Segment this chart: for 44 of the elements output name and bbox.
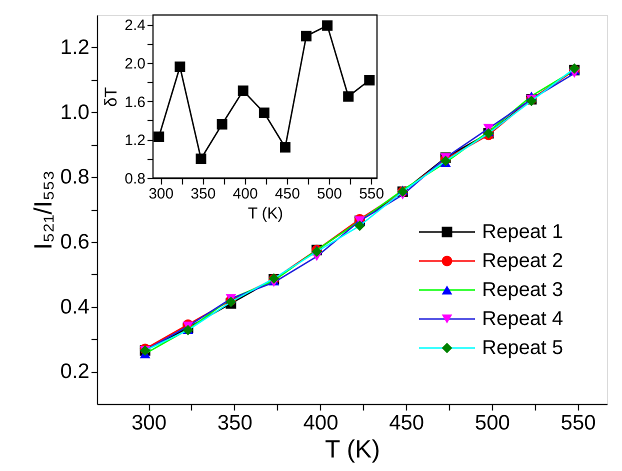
y-tick-label: 0.8 <box>124 170 146 188</box>
y-tick-label: 1.0 <box>60 100 90 124</box>
point <box>343 91 354 102</box>
x-tick-label: 450 <box>389 412 424 434</box>
y-axis-title: I₅₂₁/I₅₅₃ <box>29 170 58 250</box>
y-tick-label: 2.0 <box>124 55 146 72</box>
point <box>258 108 270 118</box>
x-tick-label: 550 <box>359 186 384 202</box>
x-tick-label: 400 <box>303 412 338 434</box>
point <box>364 74 375 86</box>
point <box>354 220 365 231</box>
x-axis-title: T (K) <box>248 206 284 222</box>
legend-label: Repeat 1 <box>482 221 564 243</box>
x-tick-label: 450 <box>274 186 300 202</box>
legend-label: Repeat 2 <box>482 250 564 272</box>
y-tick-label: 0.4 <box>60 295 90 318</box>
point <box>154 132 164 142</box>
x-tick-label: 550 <box>560 412 596 434</box>
point <box>301 30 312 42</box>
point <box>280 142 290 153</box>
x-tick-label: 350 <box>190 186 216 202</box>
x-tick-label: 300 <box>131 412 167 434</box>
point <box>216 119 228 130</box>
x-tick-label: 500 <box>316 186 342 202</box>
y-tick-label: 0.8 <box>60 166 90 189</box>
point <box>196 154 206 164</box>
point <box>174 62 186 72</box>
x-tick-label: 400 <box>232 186 258 202</box>
y-tick-label: 1.2 <box>60 36 90 59</box>
y-tick-label: 0.6 <box>60 230 90 254</box>
y-tick-label: 1.6 <box>124 94 146 111</box>
point <box>238 86 248 96</box>
y-tick-label: 0.2 <box>60 360 90 384</box>
x-tick-label: 350 <box>217 412 252 434</box>
point <box>322 20 333 31</box>
legend-label: Repeat 4 <box>482 308 564 330</box>
y-tick-label: 1.2 <box>124 132 146 150</box>
legend-label: Repeat 5 <box>482 337 564 359</box>
x-axis-title: T (K) <box>324 436 380 464</box>
y-axis-title: δT <box>102 87 121 107</box>
x-tick-label: 500 <box>474 412 510 434</box>
legend-label: Repeat 3 <box>482 279 564 301</box>
x-tick-label: 300 <box>148 186 174 202</box>
y-tick-label: 2.4 <box>124 17 146 34</box>
